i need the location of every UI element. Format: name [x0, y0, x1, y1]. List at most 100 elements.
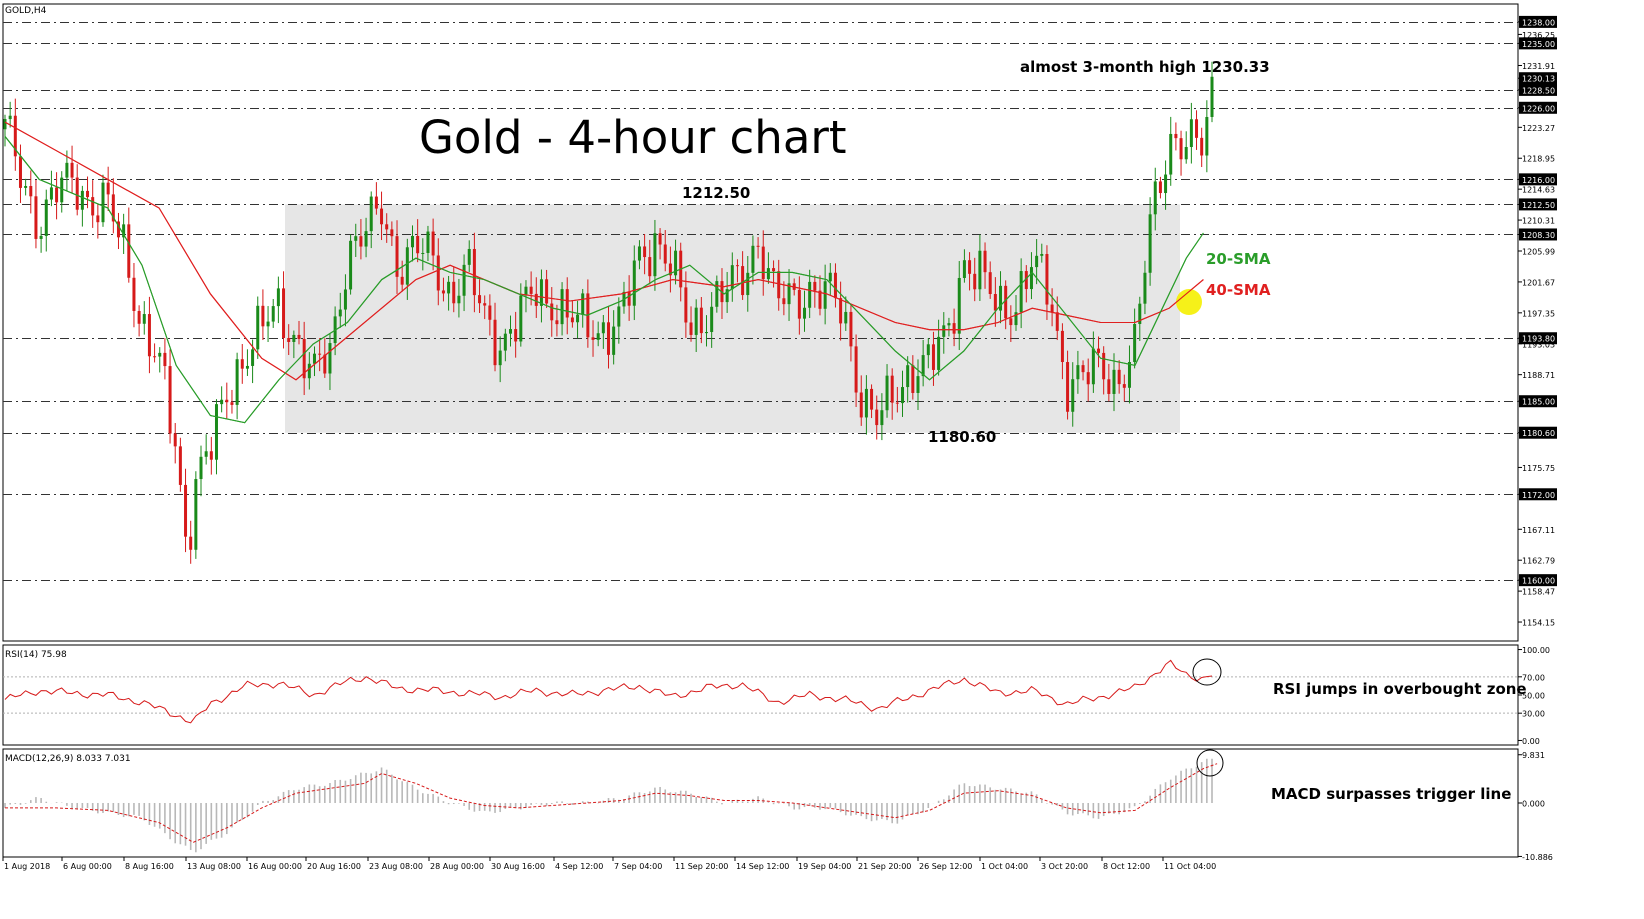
bull-candle-body — [3, 119, 7, 130]
bull-candle-body — [307, 363, 311, 379]
price-label-box — [1519, 395, 1557, 408]
bear-candle-body — [1107, 379, 1111, 394]
bear-candle-body — [756, 245, 760, 247]
bull-candle-body — [612, 326, 616, 355]
bear-candle-body — [545, 279, 549, 304]
bear-candle-body — [209, 451, 213, 460]
price-label-box — [1519, 426, 1557, 439]
bull-candle-body — [705, 332, 709, 334]
price-label-box — [1519, 101, 1557, 114]
bear-candle-body — [895, 402, 899, 404]
chart-title: Gold - 4-hour chart — [419, 111, 847, 164]
price-tick-label: 1231.91 — [1522, 62, 1555, 71]
bear-candle-body — [374, 196, 378, 209]
bull-candle-body — [632, 260, 636, 306]
price-tick-label: 1216.00 — [1522, 176, 1555, 185]
bull-candle-body — [245, 365, 249, 369]
bull-candle-body — [369, 196, 373, 232]
bear-candle-body — [178, 446, 182, 485]
bear-candle-body — [287, 338, 291, 342]
price-tick-label: 1205.99 — [1522, 247, 1555, 256]
price-tick-label: 1218.95 — [1522, 155, 1555, 164]
bull-candle-body — [1019, 271, 1023, 313]
bear-candle-body — [529, 286, 533, 294]
bear-candle-body — [833, 272, 837, 299]
price-tick-label: 1185.00 — [1522, 398, 1555, 407]
moving-averages — [4, 121, 1204, 424]
price-tick-label: 1238.00 — [1522, 18, 1555, 27]
bull-candle-body — [410, 236, 414, 248]
crossover-highlight — [1176, 289, 1202, 315]
bear-candle-body — [514, 329, 518, 342]
bull-candle-body — [508, 329, 512, 334]
bull-candle-body — [343, 289, 347, 310]
bear-candle-body — [859, 392, 863, 418]
bull-candle-body — [49, 187, 53, 200]
bull-candle-body — [1071, 379, 1075, 412]
bear-candle-body — [983, 250, 987, 273]
price-tick-label: 1154.15 — [1522, 619, 1555, 628]
bear-candle-body — [1045, 253, 1049, 305]
bear-candle-body — [875, 409, 879, 426]
support-resistance-levels — [3, 22, 1518, 581]
bull-candle-body — [1169, 133, 1173, 175]
price-tick-label: 1214.63 — [1522, 186, 1555, 195]
bull-candle-body — [674, 250, 678, 276]
bear-candle-body — [952, 323, 956, 334]
bull-candle-body — [194, 479, 198, 550]
bull-candle-body — [823, 281, 827, 309]
bull-candle-body — [1040, 253, 1044, 256]
bear-candle-body — [297, 334, 301, 339]
bear-candle-body — [86, 190, 90, 198]
bull-candle-body — [8, 115, 12, 120]
bear-candle-body — [1117, 369, 1121, 385]
price-tick-label: 30.00 — [1522, 710, 1545, 719]
bear-candle-body — [854, 346, 858, 393]
time-tick-label: 21 Sep 20:00 — [858, 862, 911, 871]
price-tick-label: 1188.71 — [1522, 371, 1555, 380]
bull-candle-body — [710, 306, 714, 333]
bull-candle-body — [1164, 174, 1168, 194]
bear-candle-body — [1102, 352, 1106, 380]
bull-candle-body — [730, 265, 734, 290]
bear-candle-body — [689, 322, 693, 335]
time-tick-label: 30 Aug 16:00 — [491, 862, 545, 871]
bull-candle-body — [880, 410, 884, 426]
bull-candle-body — [926, 344, 930, 356]
bull-candle-body — [808, 281, 812, 308]
bear-candle-body — [735, 265, 739, 267]
price-tick-label: 1158.47 — [1522, 588, 1555, 597]
bull-candle-body — [637, 246, 641, 261]
bull-candle-body — [1205, 116, 1209, 156]
bear-candle-body — [153, 356, 157, 358]
bull-candle-body — [498, 350, 502, 366]
bull-candle-body — [916, 376, 920, 393]
time-tick-label: 26 Sep 12:00 — [919, 862, 972, 871]
bear-candle-body — [1024, 271, 1028, 290]
bear-candle-body — [993, 294, 997, 311]
price-tick-label: 0.00 — [1522, 737, 1540, 746]
bear-candle-body — [163, 352, 167, 367]
bear-candle-body — [988, 272, 992, 295]
bull-candle-body — [251, 349, 255, 366]
bear-candle-body — [380, 208, 384, 225]
time-tick-label: 19 Sep 04:00 — [798, 862, 851, 871]
bear-candle-body — [911, 365, 915, 393]
bear-candle-body — [782, 298, 786, 305]
price-label-box — [1519, 72, 1557, 85]
bear-candle-body — [385, 224, 389, 230]
time-tick-label: 1 Aug 2018 — [4, 862, 50, 871]
bear-candle-body — [472, 248, 476, 296]
price-tick-label: 1193.03 — [1522, 340, 1555, 349]
bull-candle-body — [978, 250, 982, 290]
macd-panel-frame — [2, 748, 1519, 858]
bear-candle-body — [570, 317, 574, 323]
macd-signal-line — [5, 763, 1218, 843]
bull-candle-body — [519, 295, 523, 342]
bear-candle-body — [240, 359, 244, 369]
bear-candle-body — [761, 246, 765, 280]
bull-candle-body — [937, 336, 941, 370]
bull-candle-body — [828, 272, 832, 282]
bull-candle-body — [256, 305, 260, 350]
